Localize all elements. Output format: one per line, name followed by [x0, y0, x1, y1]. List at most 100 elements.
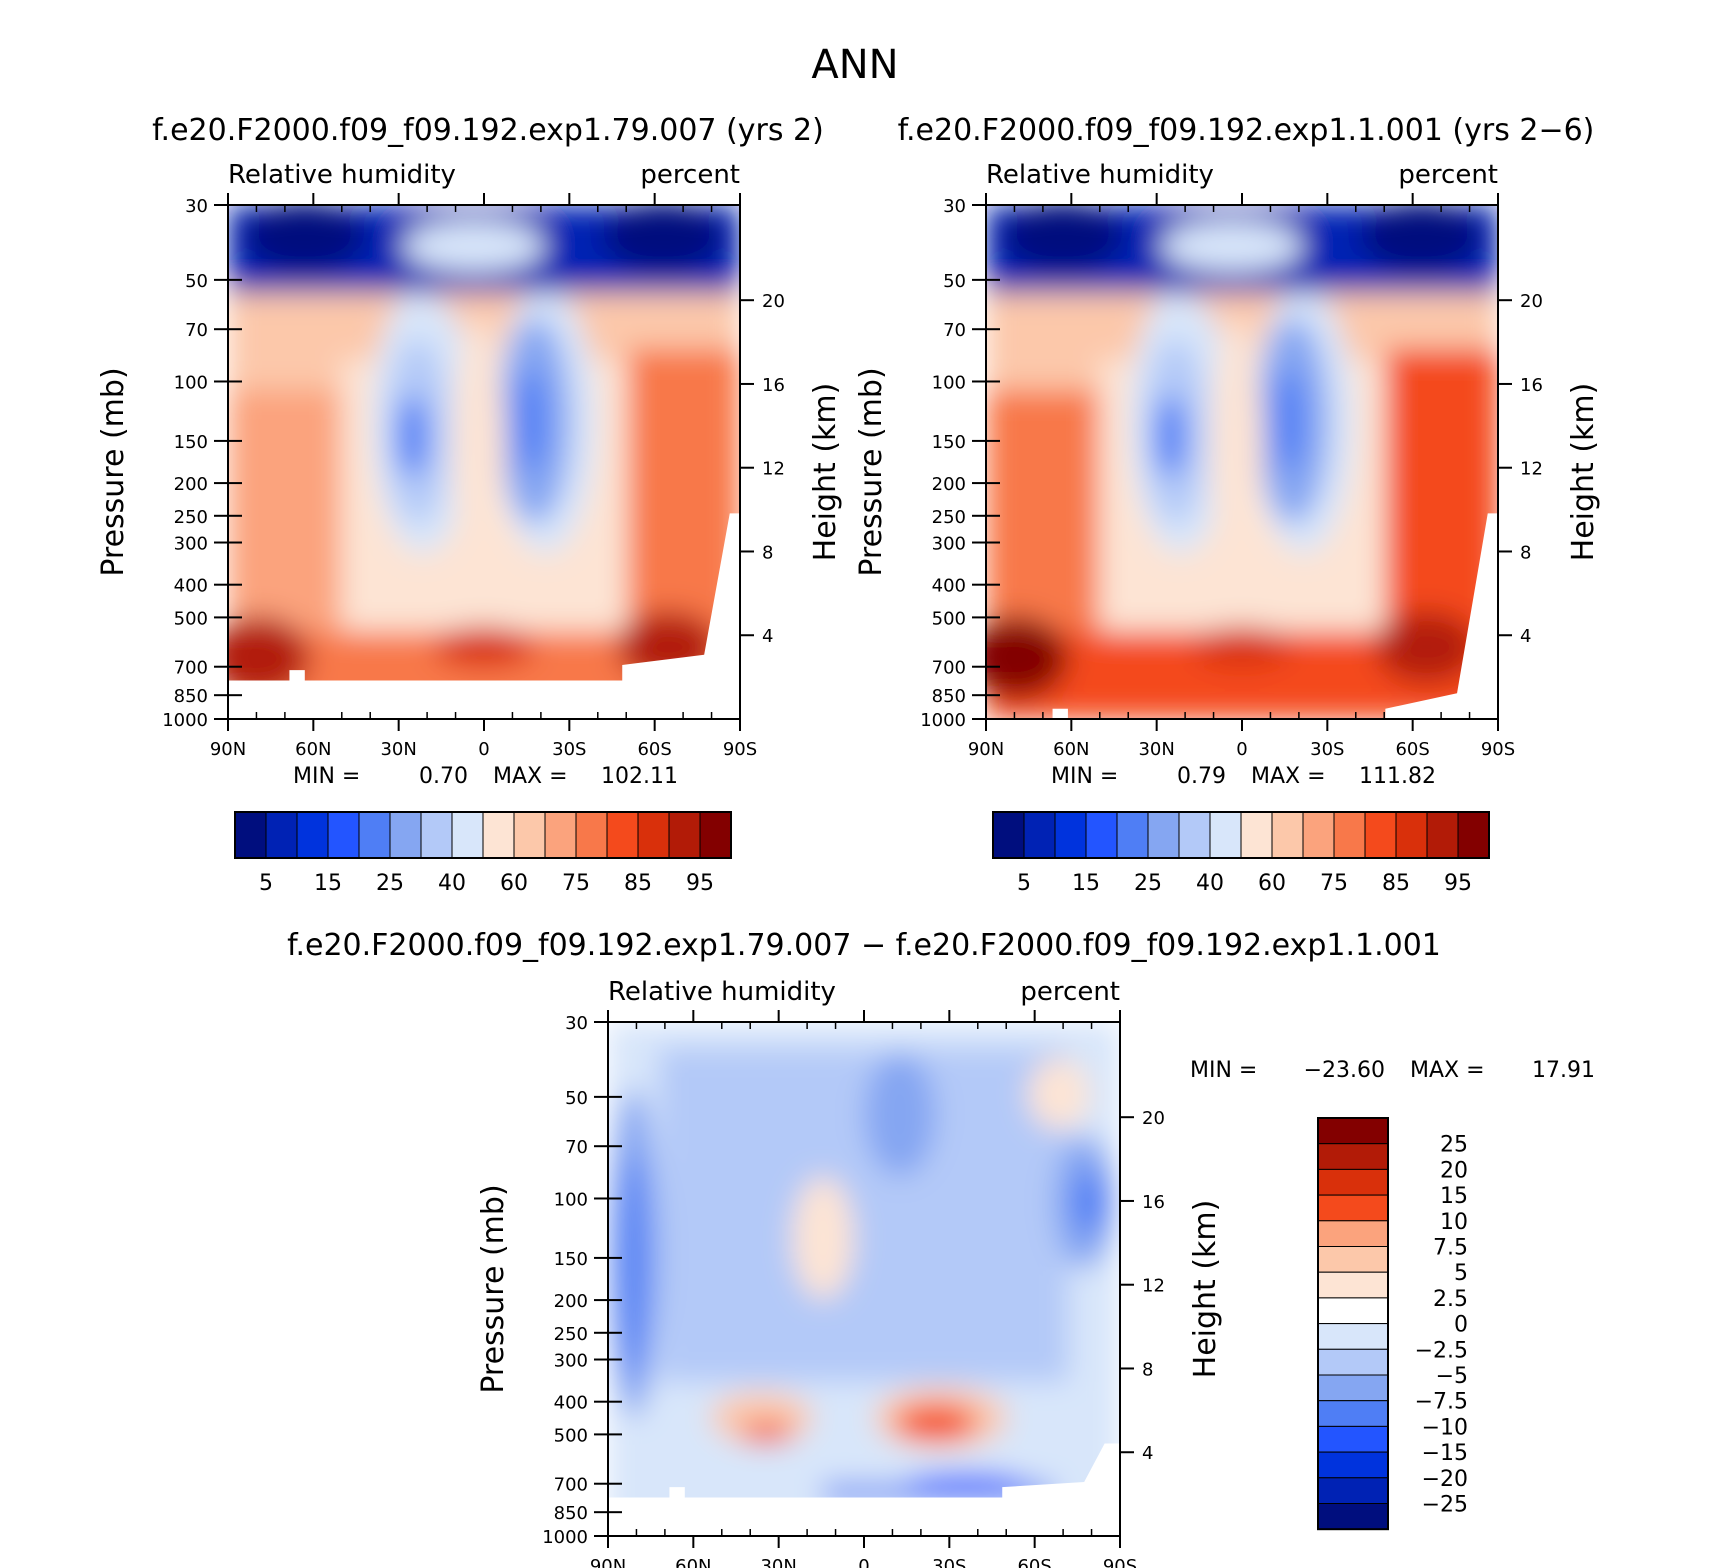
latitude-tick-label: 0 — [858, 1556, 869, 1568]
contour-fill — [986, 205, 1498, 719]
colorbar-label: 85 — [624, 871, 652, 896]
pressure-tick-label: 400 — [174, 576, 208, 597]
units-label: percent — [1398, 160, 1498, 190]
latitude-tick-label: 30N — [760, 1556, 796, 1568]
colorbar-swatch — [668, 811, 701, 859]
colorbar-swatch — [513, 811, 546, 859]
colorbar-label: 25 — [1440, 1133, 1468, 1158]
pressure-tick-label: 100 — [932, 372, 966, 393]
latitude-tick-label: 0 — [1236, 739, 1247, 760]
pressure-tick-label: 1000 — [542, 1527, 588, 1548]
contour-fill — [228, 205, 740, 719]
latitude-tick-label: 90S — [723, 739, 757, 760]
colorbar-label: −7.5 — [1415, 1390, 1468, 1415]
colorbar-swatch — [1317, 1425, 1389, 1453]
colorbar-label: 95 — [1444, 871, 1472, 896]
sh-low-max — [894, 1404, 977, 1441]
colorbar-label: 15 — [1072, 871, 1100, 896]
height-tick-label: 16 — [762, 375, 785, 396]
pressure-tick-label: 150 — [554, 1249, 588, 1270]
pressure-tick-label: 400 — [554, 1393, 588, 1414]
min-label: MIN = — [1190, 1058, 1257, 1083]
colorbar-swatch — [699, 811, 732, 859]
pressure-tick-label: 250 — [554, 1324, 588, 1345]
height-tick-label: 8 — [1520, 542, 1531, 563]
colorbar-swatch — [482, 811, 515, 859]
below-ground-mask — [608, 1443, 1120, 1536]
colorbar-label: 20 — [1440, 1158, 1468, 1183]
pressure-tick-label: 300 — [554, 1351, 588, 1372]
nh-dry-core — [396, 395, 428, 478]
case-title: f.e20.F2000.f09_f09.192.exp1.1.001 (yrs … — [898, 113, 1595, 148]
colorbar-swatch — [1317, 1323, 1389, 1350]
colorbar-label: 40 — [438, 871, 466, 896]
colorbar-swatch — [575, 811, 608, 859]
pressure-tick-label: 850 — [554, 1503, 588, 1524]
latitude-tick-label: 60S — [1017, 1556, 1051, 1568]
colorbar-swatch — [1317, 1246, 1389, 1273]
height-tick-label: 4 — [1142, 1443, 1153, 1464]
colorbar-label: −25 — [1422, 1493, 1468, 1518]
sh-upper-moist — [1027, 1057, 1090, 1130]
height-tick-label: 20 — [1142, 1108, 1165, 1129]
height-tick-label: 8 — [762, 542, 773, 563]
colorbar-label: 5 — [1454, 1261, 1468, 1286]
equatorial-plume — [453, 318, 505, 586]
colorbar-swatch — [327, 811, 360, 859]
pressure-tick-label: 150 — [932, 432, 966, 453]
colorbar-swatch — [1426, 811, 1459, 859]
colorbar: 5 15 25 40 60 75 85 95 — [992, 811, 1490, 896]
colorbar-swatch — [1178, 811, 1211, 859]
colorbar-label: 10 — [1440, 1210, 1468, 1235]
colorbar-swatch — [1395, 811, 1428, 859]
pressure-tick-label: 500 — [554, 1425, 588, 1446]
axes: 30 50 70 100 150 200 250 300 400 500 700 850 1000 20 1… — [854, 160, 1601, 760]
colorbar-frame — [234, 811, 732, 859]
control-case-panel: 3050701001502002503004005007008501000201… — [854, 113, 1601, 896]
colorbar-swatch — [358, 811, 391, 859]
axes: 30 50 70 100 150 200 250 300 400 500 700 850 1000 20 1… — [476, 977, 1223, 1568]
trop-moist-anomaly — [792, 1176, 854, 1300]
min-value: 0.79 — [1177, 764, 1226, 789]
pressure-tick-label: 50 — [565, 1088, 588, 1109]
height-tick-label: 16 — [1520, 375, 1543, 396]
pressure-tick-label: 50 — [943, 271, 966, 292]
pressure-tick-label: 1000 — [162, 710, 208, 731]
difference-panel: f.e20.F2000.f09_f09.192.exp1.79.007 − f.… — [287, 928, 1595, 1568]
colorbar-swatch — [389, 811, 422, 859]
colorbar-label: −15 — [1422, 1441, 1468, 1466]
subtropic-dry — [864, 1052, 936, 1177]
below-ground-mask — [228, 513, 740, 719]
min-value: −23.60 — [1304, 1058, 1385, 1083]
units-label: percent — [1020, 977, 1120, 1007]
colorbar: 5 15 25 40 60 75 85 95 — [234, 811, 732, 896]
pressure-tick-label: 300 — [174, 534, 208, 555]
pressure-tick-label: 700 — [554, 1475, 588, 1496]
max-label: MAX = — [493, 764, 568, 789]
axes: 30 50 70 100 150 200 250 300 400 500 700 850 1000 20 1… — [96, 160, 843, 760]
sh-dry-core — [1272, 369, 1304, 473]
colorbar-swatch — [1317, 1374, 1389, 1402]
latitude-tick-label: 60N — [675, 1556, 711, 1568]
latitude-tick-label: 30N — [380, 739, 416, 760]
colorbar-swatch — [1317, 1168, 1389, 1196]
max-label: MAX = — [1410, 1058, 1485, 1083]
latitude-tick-label: 30S — [932, 1556, 966, 1568]
pressure-tick-label: 30 — [943, 196, 966, 217]
colorbar-swatch — [1023, 811, 1056, 859]
terrain-mask — [608, 1443, 1120, 1536]
height-tick-label: 12 — [1142, 1276, 1165, 1297]
latitude-tick-label: 0 — [478, 739, 489, 760]
height-tick-label: 4 — [1520, 626, 1531, 647]
pressure-tick-label: 150 — [174, 432, 208, 453]
terrain-mask — [1052, 513, 1498, 719]
pressure-axis-title: Pressure (mb) — [476, 1184, 511, 1393]
units-label: percent — [640, 160, 740, 190]
height-tick-label: 12 — [762, 459, 785, 480]
colorbar-swatch — [1317, 1348, 1389, 1376]
colorbar-label: 15 — [314, 871, 342, 896]
colorbar-label: −20 — [1422, 1467, 1468, 1492]
colorbar-label: 60 — [500, 871, 528, 896]
nh-dry-core — [620, 1155, 647, 1382]
colorbar-label: 0 — [1454, 1313, 1468, 1338]
